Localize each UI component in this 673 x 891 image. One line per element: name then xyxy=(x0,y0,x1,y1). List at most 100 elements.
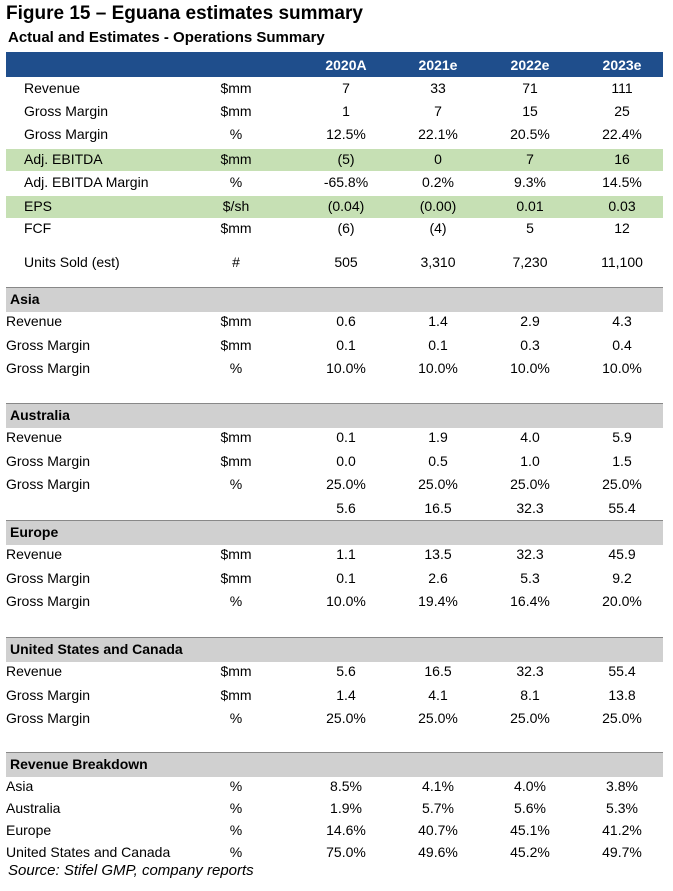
cell-value: 71 xyxy=(522,80,538,96)
table-row: Adj. EBITDA Margin% -65.8% 0.2% 9.3% 14.5% xyxy=(6,172,663,194)
row-unit: $mm xyxy=(220,336,252,353)
cell-value: 32.3 xyxy=(516,546,544,562)
cell-value: 0.03 xyxy=(608,198,636,214)
cell-value: 3.8% xyxy=(606,778,638,794)
cell-value: 1.5 xyxy=(612,452,632,469)
cell-value: 16.5 xyxy=(424,663,452,679)
cell-value: 40.7% xyxy=(418,822,458,838)
table-row: Gross Margin $mm 0.1 2.6 5.3 9.2 xyxy=(6,568,663,590)
row-label: FCF xyxy=(24,220,52,236)
cell-value: 0.01 xyxy=(516,198,544,214)
row-label: United States and Canada xyxy=(6,844,171,860)
cell-value: 41.2% xyxy=(602,822,642,838)
row-label: Revenue xyxy=(6,429,63,445)
table-row: United States and Canada% 75.0% 49.6% 45.2%… xyxy=(6,842,663,864)
cell-value: 7,230 xyxy=(512,254,548,270)
row-label: Revenue xyxy=(6,313,63,329)
cell-value: 8.1 xyxy=(520,686,540,703)
row-unit: $mm xyxy=(220,151,252,167)
table-subtitle: Actual and Estimates - Operations Summar… xyxy=(8,29,325,46)
cell-value: 0.3 xyxy=(520,336,540,353)
cell-value: 5.3% xyxy=(606,800,638,816)
table-row: Revenue $mm 5.6 16.5 32.3 55.4 xyxy=(6,661,663,683)
row-unit: $mm xyxy=(220,220,252,236)
table-row: Revenue $mm 0.6 1.4 2.9 4.3 xyxy=(6,311,663,333)
row-unit: % xyxy=(229,126,243,142)
cell-value: 10.0% xyxy=(602,360,642,376)
row-unit: $mm xyxy=(220,80,252,96)
cell-value: 12.5% xyxy=(326,126,366,142)
cell-value: 75.0% xyxy=(326,844,366,860)
cell-value: 25 xyxy=(614,103,630,119)
row-label: Gross Margin xyxy=(6,569,91,586)
table-row: Gross Margin $mm 0.0 0.5 1.0 1.5 xyxy=(6,451,663,473)
column-header: 2020A xyxy=(325,57,367,73)
cell-value: 4.0 xyxy=(520,429,540,445)
cell-value: 25.0% xyxy=(418,476,458,492)
cell-value: 7 xyxy=(342,80,350,96)
cell-value: (4) xyxy=(429,220,447,236)
row-unit: % xyxy=(229,593,243,609)
row-label: Gross Margin xyxy=(6,476,91,492)
cell-value: 4.0% xyxy=(514,778,546,794)
cell-value: 20.0% xyxy=(602,593,642,609)
section-header: United States and Canada xyxy=(6,637,663,662)
cell-value: 1.9 xyxy=(428,429,448,445)
row-label: Gross Margin xyxy=(6,686,91,703)
cell-value: 0.2% xyxy=(422,174,454,190)
row-unit: $mm xyxy=(220,429,252,445)
source-note: Source: Stifel GMP, company reports xyxy=(8,862,254,879)
cell-value: 5.7% xyxy=(422,800,454,816)
cell-value: 0.1 xyxy=(336,336,356,353)
cell-value: 16 xyxy=(614,151,630,167)
cell-value: 20.5% xyxy=(510,126,550,142)
cell-value: 10.0% xyxy=(326,360,366,376)
row-unit: $mm xyxy=(220,313,252,329)
row-unit: $mm xyxy=(220,103,252,119)
row-label: Europe xyxy=(6,822,52,838)
row-unit: % xyxy=(229,778,243,794)
row-unit: $mm xyxy=(220,569,252,586)
row-unit: % xyxy=(229,844,243,860)
cell-value: 0.0 xyxy=(336,452,356,469)
column-header: 2022e xyxy=(510,57,550,73)
row-label: EPS xyxy=(24,198,53,214)
cell-value: 0.1 xyxy=(336,429,356,445)
table-row: Revenue $mm 7 33 71 111 xyxy=(6,78,663,100)
cell-value: 10.0% xyxy=(418,360,458,376)
table-row: EPS $/sh (0.04) (0.00) 0.01 0.03 xyxy=(6,195,663,218)
cell-value: 45.9 xyxy=(608,546,636,562)
row-label: Gross Margin xyxy=(6,336,91,353)
column-header-bar: 2020A 2021e 2022e 2023e xyxy=(6,52,663,77)
cell-value: 0 xyxy=(434,151,442,167)
cell-value: 19.4% xyxy=(418,593,458,609)
cell-value: 14.5% xyxy=(602,174,642,190)
cell-value: 8.5% xyxy=(330,778,362,794)
cell-value: 25.0% xyxy=(326,476,366,492)
cell-value: (6) xyxy=(337,220,355,236)
cell-value: 1.4 xyxy=(336,686,356,703)
figure-title: Figure 15 – Eguana estimates summary xyxy=(6,3,363,24)
cell-value: 111 xyxy=(611,80,633,96)
cell-value: 45.1% xyxy=(510,822,550,838)
cell-value: 9.3% xyxy=(514,174,546,190)
cell-value: 4.1% xyxy=(422,778,454,794)
row-label: Gross Margin xyxy=(6,360,91,376)
cell-value: 25.0% xyxy=(510,476,550,492)
cell-value: 11,100 xyxy=(601,254,643,270)
table-row: Gross Margin $mm 1.4 4.1 8.1 13.8 xyxy=(6,685,663,707)
row-label: Gross Margin xyxy=(6,452,91,469)
table-row: Units Sold (est) #505 3,310 7,230 11,100 xyxy=(6,252,663,274)
cell-value: 1.9% xyxy=(330,800,362,816)
row-unit: % xyxy=(229,822,243,838)
row-unit: % xyxy=(229,360,243,376)
cell-value: 25.0% xyxy=(326,710,366,726)
cell-value: 13.5 xyxy=(424,546,452,562)
row-unit: $mm xyxy=(220,546,252,562)
cell-value: 33 xyxy=(430,80,446,96)
cell-value: 13.8 xyxy=(608,686,636,703)
row-unit: % xyxy=(229,710,243,726)
column-header: 2021e xyxy=(418,57,458,73)
cell-value: 49.6% xyxy=(418,844,458,860)
cell-value: 14.6% xyxy=(326,822,366,838)
